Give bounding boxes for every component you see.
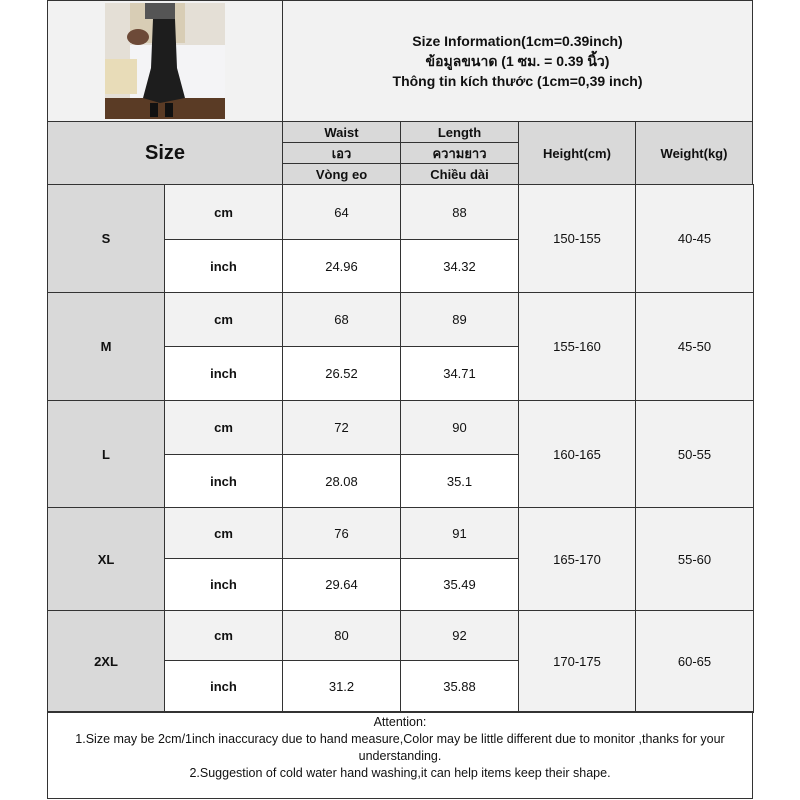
header-waist-th: เอว xyxy=(282,142,401,164)
attention-note-2: 2.Suggestion of cold water hand washing,… xyxy=(189,766,611,780)
size-label: XL xyxy=(47,507,165,611)
unit-inch-label: inch xyxy=(164,454,283,508)
waist-cm: 64 xyxy=(282,184,401,240)
header-length-th: ความยาว xyxy=(400,142,519,164)
header-size: Size xyxy=(47,121,283,185)
length-cm: 92 xyxy=(400,610,519,661)
height-range: 160-165 xyxy=(518,400,636,508)
product-photo-cell xyxy=(47,0,283,122)
unit-inch-label: inch xyxy=(164,660,283,713)
attention-note-1: 1.Size may be 2cm/1inch inaccuracy due t… xyxy=(75,732,725,763)
unit-cm-label: cm xyxy=(164,292,283,347)
weight-range: 60-65 xyxy=(635,610,754,713)
weight-range: 55-60 xyxy=(635,507,754,611)
waist-inch: 29.64 xyxy=(282,558,401,611)
length-cm: 91 xyxy=(400,507,519,559)
height-range: 155-160 xyxy=(518,292,636,401)
height-range: 165-170 xyxy=(518,507,636,611)
header-waist-vi: Vòng eo xyxy=(282,163,401,185)
size-label: 2XL xyxy=(47,610,165,713)
length-inch: 34.71 xyxy=(400,346,519,401)
waist-inch: 24.96 xyxy=(282,239,401,293)
title-thai: ข้อมูลขนาด (1 ซม. = 0.39 นิ้ว) xyxy=(425,53,610,69)
length-inch: 34.32 xyxy=(400,239,519,293)
header-length-vi: Chiều dài xyxy=(400,163,519,185)
size-label: L xyxy=(47,400,165,508)
length-inch: 35.88 xyxy=(400,660,519,713)
header-waist-en: Waist xyxy=(282,121,401,143)
length-cm: 89 xyxy=(400,292,519,347)
length-inch: 35.49 xyxy=(400,558,519,611)
waist-inch: 26.52 xyxy=(282,346,401,401)
waist-cm: 80 xyxy=(282,610,401,661)
unit-inch-label: inch xyxy=(164,239,283,293)
weight-range: 40-45 xyxy=(635,184,754,293)
unit-cm-label: cm xyxy=(164,184,283,240)
unit-inch-label: inch xyxy=(164,346,283,401)
attention-notes: Attention: 1.Size may be 2cm/1inch inacc… xyxy=(47,711,753,799)
height-range: 150-155 xyxy=(518,184,636,293)
header-weight: Weight(kg) xyxy=(635,121,753,185)
title-english: Size Information(1cm=0.39inch) xyxy=(412,33,623,49)
size-information-title: Size Information(1cm=0.39inch) ข้อมูลขนา… xyxy=(282,0,753,122)
length-inch: 35.1 xyxy=(400,454,519,508)
unit-cm-label: cm xyxy=(164,400,283,455)
product-photo xyxy=(105,3,225,119)
size-label: M xyxy=(47,292,165,401)
waist-inch: 28.08 xyxy=(282,454,401,508)
waist-cm: 72 xyxy=(282,400,401,455)
weight-range: 50-55 xyxy=(635,400,754,508)
header-height: Height(cm) xyxy=(518,121,636,185)
unit-cm-label: cm xyxy=(164,507,283,559)
height-range: 170-175 xyxy=(518,610,636,713)
length-cm: 88 xyxy=(400,184,519,240)
unit-cm-label: cm xyxy=(164,610,283,661)
size-label: S xyxy=(47,184,165,293)
length-cm: 90 xyxy=(400,400,519,455)
waist-cm: 76 xyxy=(282,507,401,559)
waist-inch: 31.2 xyxy=(282,660,401,713)
weight-range: 45-50 xyxy=(635,292,754,401)
title-vietnamese: Thông tin kích thước (1cm=0,39 inch) xyxy=(392,73,643,89)
header-length-en: Length xyxy=(400,121,519,143)
attention-heading: Attention: xyxy=(373,715,427,729)
waist-cm: 68 xyxy=(282,292,401,347)
unit-inch-label: inch xyxy=(164,558,283,611)
